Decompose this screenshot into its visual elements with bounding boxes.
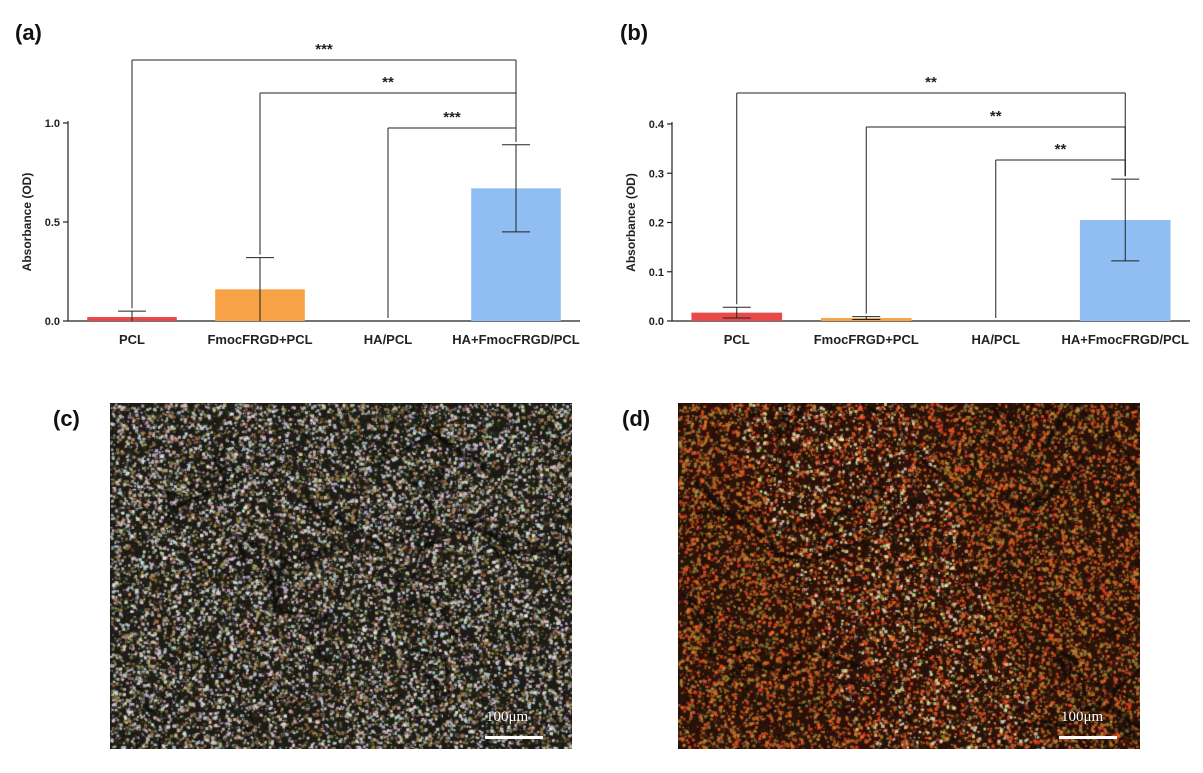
significance-label: *** bbox=[315, 41, 333, 58]
significance-label: ** bbox=[925, 74, 937, 91]
x-tick-label: HA+FmocFRGD/PCL bbox=[1062, 332, 1190, 347]
micrograph-d-image bbox=[678, 403, 1140, 749]
panel-label-b: (b) bbox=[620, 20, 649, 45]
x-tick-label: PCL bbox=[724, 332, 750, 347]
y-tick-label: 1.0 bbox=[45, 118, 60, 130]
y-tick-label: 0.3 bbox=[649, 168, 664, 180]
panel-label-c: (c) bbox=[53, 406, 80, 431]
significance-label: ** bbox=[990, 108, 1002, 125]
y-axis-label: Absorbance (OD) bbox=[624, 173, 638, 272]
micrograph-c: 100μm bbox=[110, 403, 572, 749]
chart-a: 0.0 0.5 1.0 Absorbance (OD) PCL FmocFRGD+PCL H… bbox=[20, 41, 580, 347]
significance-label: ** bbox=[382, 74, 394, 91]
significance-label: *** bbox=[443, 109, 461, 126]
y-tick-label: 0.0 bbox=[649, 316, 664, 328]
scale-bar-label-d: 100μm bbox=[1061, 709, 1104, 725]
x-tick-label: FmocFRGD+PCL bbox=[814, 332, 919, 347]
significance-label: ** bbox=[1055, 141, 1067, 158]
y-axis-label: Absorbance (OD) bbox=[20, 173, 34, 272]
x-tick-label: HA+FmocFRGD/PCL bbox=[452, 332, 580, 347]
scale-bar-label-c: 100μm bbox=[486, 709, 529, 725]
x-tick-label: PCL bbox=[119, 332, 145, 347]
x-tick-label: FmocFRGD+PCL bbox=[207, 332, 312, 347]
y-tick-label: 0.1 bbox=[649, 267, 664, 279]
scale-bar-d bbox=[1059, 736, 1117, 739]
x-tick-label: HA/PCL bbox=[364, 332, 412, 347]
panel-label-a: (a) bbox=[15, 20, 42, 45]
y-tick-label: 0.4 bbox=[649, 119, 665, 131]
x-tick-label: HA/PCL bbox=[972, 332, 1020, 347]
chart-b: 0.0 0.1 0.2 0.3 0.4 Absorbance (OD) PCL FmocFRG… bbox=[624, 74, 1190, 347]
panel-label-d: (d) bbox=[622, 406, 651, 431]
y-tick-label: 0.2 bbox=[649, 218, 664, 230]
micrograph-c-image bbox=[110, 403, 572, 749]
y-tick-label: 0.0 bbox=[45, 316, 60, 328]
scale-bar-c bbox=[485, 736, 543, 739]
micrograph-d: 100μm bbox=[678, 403, 1140, 749]
y-tick-label: 0.5 bbox=[45, 217, 60, 229]
